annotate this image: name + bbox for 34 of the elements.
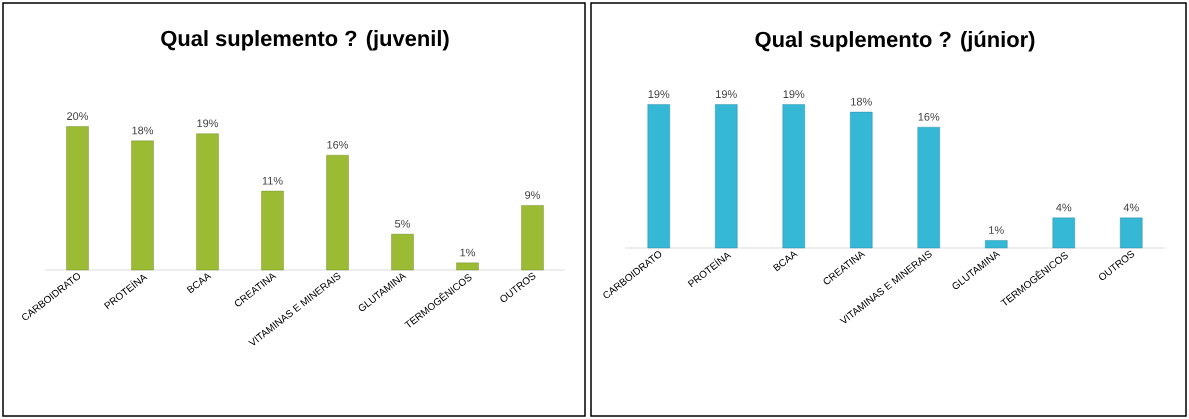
bar xyxy=(985,240,1008,249)
bar xyxy=(391,233,414,271)
data-label: 16% xyxy=(918,112,940,121)
data-label: 4% xyxy=(1056,203,1072,212)
data-label: 20% xyxy=(67,112,89,120)
data-label: 19% xyxy=(716,90,737,98)
bar xyxy=(66,126,89,271)
chart-title: Qual suplemento ? (júnior) xyxy=(755,30,1035,52)
bar xyxy=(1052,217,1075,249)
data-label: 9% xyxy=(525,191,541,199)
data-label: 5% xyxy=(395,219,411,228)
data-label: 1% xyxy=(989,226,1004,234)
chart-title: Qual suplemento ? (juvenil) xyxy=(161,30,449,51)
bar xyxy=(1120,217,1143,249)
bar xyxy=(521,205,544,271)
bar xyxy=(917,126,940,249)
data-label: 19% xyxy=(648,90,670,98)
data-label: 1% xyxy=(460,248,476,257)
bar xyxy=(715,104,738,249)
bar xyxy=(782,104,805,249)
bar xyxy=(850,111,873,249)
bar xyxy=(261,190,284,271)
data-label: 19% xyxy=(197,119,219,128)
bar xyxy=(196,133,219,271)
bar xyxy=(326,155,349,271)
bar xyxy=(647,104,670,249)
bar xyxy=(456,262,479,271)
data-label: 18% xyxy=(851,97,872,106)
data-label: 18% xyxy=(132,126,154,135)
data-label: 4% xyxy=(1123,203,1139,212)
data-label: 16% xyxy=(327,140,349,149)
data-label: 11% xyxy=(262,176,283,185)
data-label: 19% xyxy=(783,90,805,98)
bar xyxy=(131,140,154,271)
